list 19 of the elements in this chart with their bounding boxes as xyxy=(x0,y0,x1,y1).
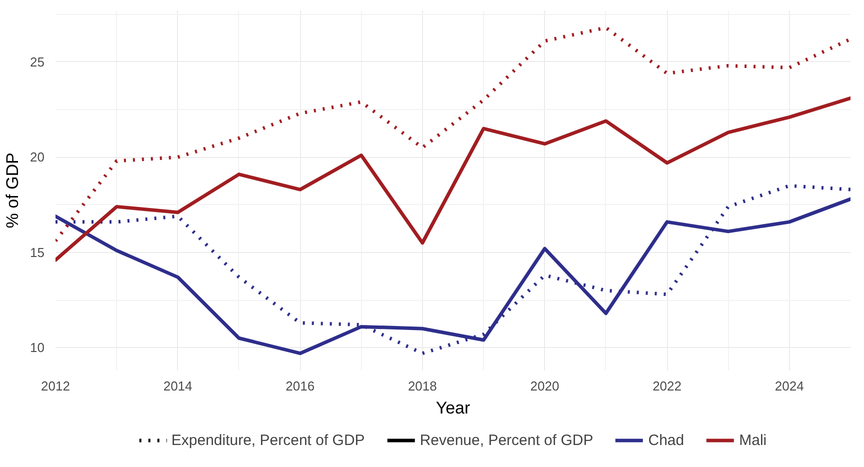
x-tick-label: 2012 xyxy=(41,378,70,394)
x-tick-label: 2020 xyxy=(530,378,560,394)
y-tick-label: 25 xyxy=(30,54,45,70)
y-tick-label: 15 xyxy=(30,244,45,260)
legend-label: Chad xyxy=(648,432,684,448)
line-series xyxy=(56,26,850,243)
y-axis-title: % of GDP xyxy=(3,152,22,228)
x-tick-label: 2018 xyxy=(408,378,437,394)
y-tick-label: 10 xyxy=(30,340,45,356)
x-tick-label: 2016 xyxy=(286,378,315,394)
x-tick-label: 2024 xyxy=(774,378,804,394)
x-tick-label: 2014 xyxy=(163,378,192,394)
x-axis-title: Year xyxy=(436,398,471,418)
text: Revenue, Percent of GDP xyxy=(420,432,594,448)
text: Expenditure, Percent of GDP xyxy=(171,432,365,448)
y-tick-label: 20 xyxy=(30,150,45,165)
legend-label: Mali xyxy=(739,432,767,448)
line-series xyxy=(56,96,850,262)
x-tick-label: 2022 xyxy=(652,378,682,394)
